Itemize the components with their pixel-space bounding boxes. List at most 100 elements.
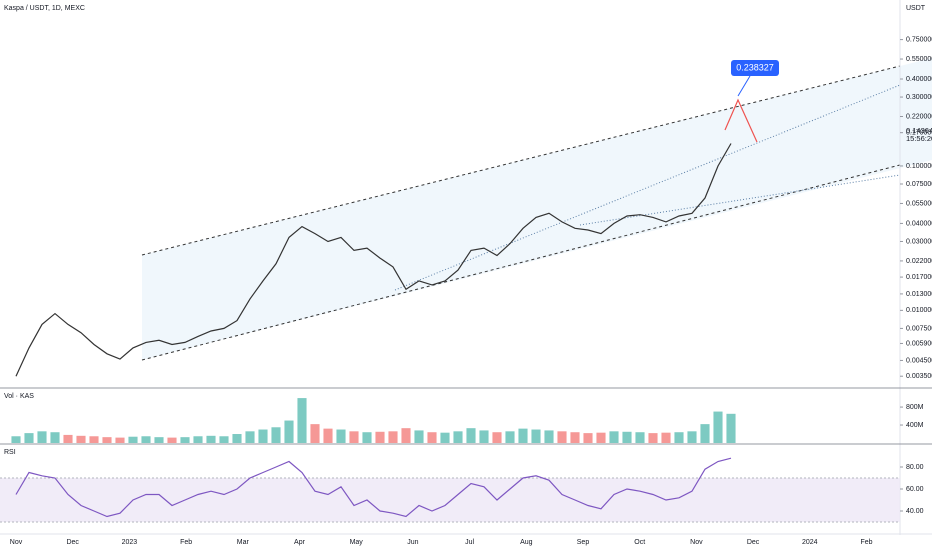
volume-bar (24, 433, 34, 443)
volume-bar (492, 432, 502, 443)
volume-bar (141, 436, 151, 443)
trend-dotted (394, 84, 901, 291)
time-axis-label: Feb (860, 539, 872, 546)
volume-bar (258, 429, 268, 443)
volume-bar (388, 431, 398, 443)
volume-bar (635, 432, 645, 443)
price-line (15, 143, 732, 377)
volume-bar (596, 432, 606, 443)
volume-bar (570, 432, 580, 443)
currency: USDT (906, 5, 926, 12)
volume-bar (544, 430, 554, 443)
volume-bar (336, 429, 346, 443)
volume-bar (700, 424, 710, 443)
volume-bar (154, 437, 164, 443)
volume-bar (674, 432, 684, 443)
channel-fill (142, 58, 932, 360)
volume-bar (167, 437, 177, 443)
volume-bar (128, 436, 138, 443)
last-price: 0.143643 (906, 126, 932, 135)
annotation: 0.238327 (736, 62, 774, 72)
volume-bar (349, 431, 359, 443)
volume-bar (76, 435, 86, 443)
volume-bar (180, 437, 190, 443)
volume-bar (297, 398, 307, 443)
time-axis-label: Jul (465, 539, 474, 546)
volume-bar (518, 428, 528, 443)
channel-upper (141, 65, 901, 256)
time-axis-label: Aug (520, 539, 533, 546)
y-tick-label: 0.003500 (906, 373, 932, 380)
volume-bar (323, 428, 333, 443)
time-axis-label: Oct (634, 539, 645, 546)
volume-bar (219, 436, 229, 443)
volume-bar (11, 436, 21, 443)
volume-bar (622, 431, 632, 443)
volume-bar (271, 427, 281, 443)
volume-bar (583, 433, 593, 443)
time-axis-label: Nov (690, 539, 703, 546)
time-axis-label: Feb (180, 539, 192, 546)
annotation-pointer (737, 75, 751, 97)
volume-bar (687, 431, 697, 443)
volume-bar (661, 432, 671, 443)
volume-bar (50, 432, 60, 443)
volume-bar (479, 430, 489, 443)
volume-bar (245, 431, 255, 443)
time-axis-label: 2024 (802, 539, 818, 546)
y-tick-label: 800M (906, 404, 924, 411)
annotation-box (731, 60, 779, 76)
time-axis-label: May (350, 539, 364, 546)
time-axis-label: Jun (407, 539, 418, 546)
chart-title: Kaspa / USDT, 1D, MEXC (4, 5, 85, 12)
volume-bar (505, 431, 515, 443)
time-axis-label: Apr (294, 539, 306, 546)
volume-bar (102, 437, 112, 443)
volume-bar (284, 420, 294, 443)
volume-bar (310, 424, 320, 443)
volume-bar (193, 436, 203, 443)
rsi-band (0, 478, 900, 522)
time-axis-label: 2023 (122, 539, 138, 546)
y-tick-label: 40.00 (906, 508, 924, 515)
rsi-line (15, 457, 732, 518)
volume-bar (726, 413, 736, 443)
volume-bar (557, 431, 567, 443)
volume-title: Vol · KAS (4, 393, 34, 400)
volume-bar (440, 432, 450, 443)
volume-bar (206, 435, 216, 443)
volume-bar (427, 432, 437, 443)
time-axis-label: Dec (747, 539, 760, 546)
time-axis-label: Mar (237, 539, 250, 546)
volume-bar (453, 431, 463, 443)
volume-bar (115, 437, 125, 443)
time-axis-label: Sep (577, 539, 590, 546)
rsi-title: RSI (4, 449, 16, 456)
volume-bar (466, 428, 476, 443)
projection-arrow (724, 98, 758, 143)
y-tick-label: 60.00 (906, 486, 924, 493)
volume-bar (63, 434, 73, 443)
volume-bar (362, 432, 372, 443)
volume-bar (401, 428, 411, 443)
time-axis-label: Nov (10, 539, 23, 546)
volume-bar (37, 431, 47, 443)
volume-bar (531, 429, 541, 443)
